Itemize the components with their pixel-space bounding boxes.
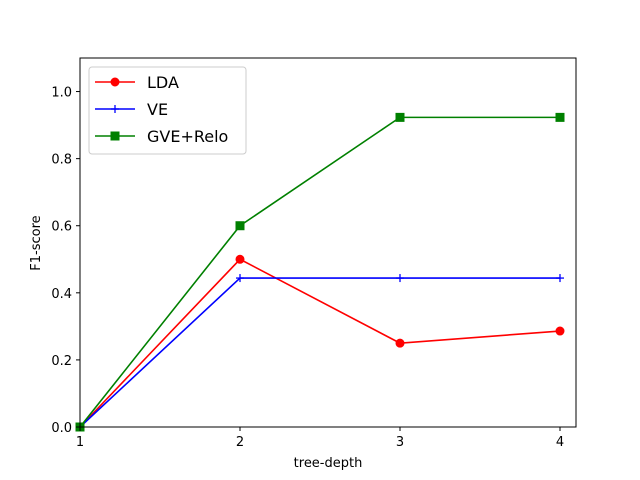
x-axis-ticks: 1 2 3 4 [76,427,564,450]
y-tick-label: 1.0 [51,86,72,101]
data-point-ve [396,274,404,283]
y-tick-label: 0.4 [51,287,72,302]
series-line-gve-relo [79,116,560,428]
data-point-ve [236,274,244,283]
x-axis-label: tree-depth [294,456,363,471]
legend-item-lda: LDA [95,73,179,92]
legend: LDA VE GVE+Relo [88,66,247,155]
legend-label-gve-relo: GVE+Relo [147,127,228,146]
x-tick-label: 2 [236,435,244,450]
data-point-lda [395,338,405,348]
data-point-lda [555,326,565,336]
legend-label-lda: LDA [147,73,179,92]
legend-marker-lda [110,77,120,87]
y-axis-ticks: 0.0 0.2 0.4 0.6 0.8 1.0 [51,86,80,436]
legend-item-gve-relo: GVE+Relo [95,127,228,146]
plot-frame [79,57,577,428]
y-tick-label: 0.8 [51,153,72,168]
y-tick-label: 0.0 [51,421,72,436]
x-tick-label: 3 [396,435,404,450]
legend-marker-gve-relo [110,131,120,141]
legend-item-ve: VE [95,100,168,119]
legend-marker-ve [111,105,119,113]
series-line-lda [79,258,561,428]
y-tick-label: 0.6 [51,220,72,235]
data-point-gve-relo [555,112,565,122]
data-point-gve-relo [235,221,245,231]
data-point-gve-relo [395,112,405,122]
y-axis-label: F1-score [29,215,44,270]
legend-label-ve: VE [147,100,168,119]
data-point-lda [235,254,245,264]
series-line-ve [79,277,560,428]
data-point-ve [556,274,564,283]
legend-box [88,66,247,155]
y-tick-label: 0.2 [51,354,72,369]
x-tick-label: 1 [76,435,84,450]
x-tick-label: 4 [556,435,564,450]
